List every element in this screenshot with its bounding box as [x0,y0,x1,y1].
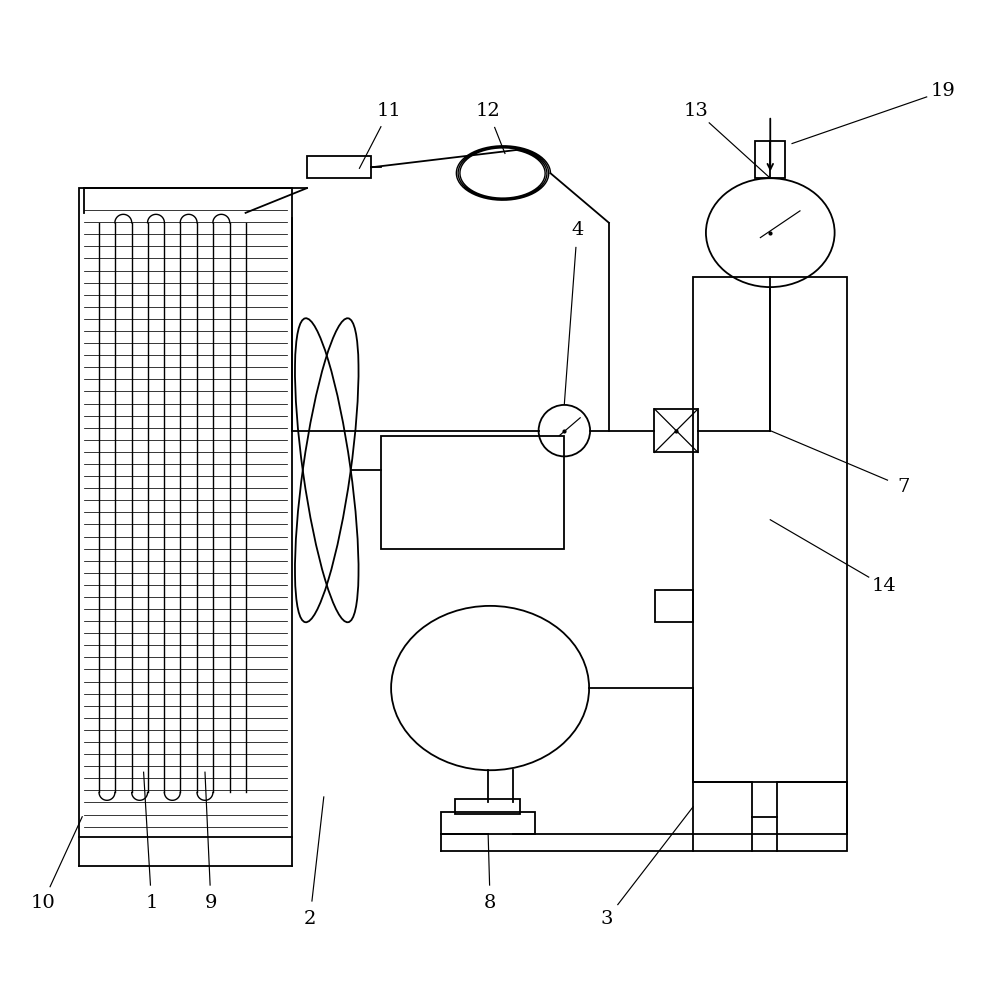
Text: 14: 14 [872,577,896,595]
Text: 3: 3 [601,910,613,928]
Text: 9: 9 [205,894,217,912]
Bar [777,782,847,851]
Bar [79,188,292,837]
Bar [693,782,752,851]
Bar [755,141,785,178]
Bar [381,436,564,549]
Text: 12: 12 [476,102,500,120]
Text: 11: 11 [377,102,401,120]
Bar [654,409,698,452]
Text: 13: 13 [684,102,708,120]
Bar [693,277,846,782]
Text: 7: 7 [898,478,910,496]
Bar [455,799,520,814]
Text: 2: 2 [304,910,316,928]
Text: 1: 1 [145,894,158,912]
Text: 4: 4 [571,221,583,239]
Bar [655,590,693,622]
Text: 8: 8 [484,894,496,912]
Bar [307,156,371,178]
Text: 19: 19 [931,82,956,100]
Bar [441,812,535,834]
Text: 10: 10 [30,894,55,912]
